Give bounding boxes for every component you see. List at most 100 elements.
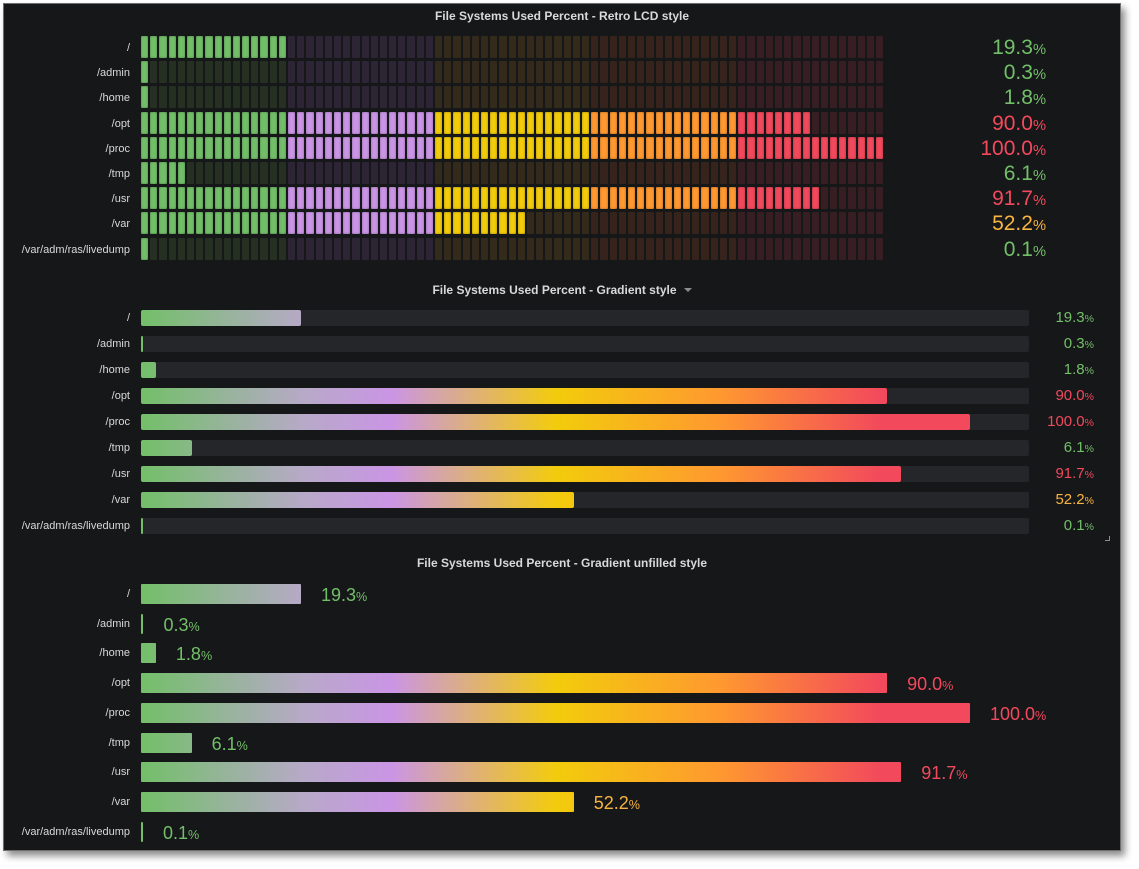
lcd-cell [563, 162, 571, 184]
lcd-cell [251, 111, 259, 134]
lcd-cell [490, 212, 498, 235]
lcd-cell [701, 187, 709, 210]
lcd-cell [306, 187, 314, 210]
lcd-cell [435, 237, 443, 260]
lcd-cell [637, 212, 645, 235]
lcd-cell [444, 86, 452, 109]
lcd-cell [673, 187, 682, 210]
lcd-cell [857, 187, 865, 210]
lcd-cell [820, 36, 829, 58]
panel-title-wrap[interactable]: File Systems Used Percent - Gradient sty… [4, 283, 1120, 297]
panel-title[interactable]: File Systems Used Percent - Retro LCD st… [434, 9, 690, 23]
lcd-cell [738, 136, 746, 159]
lcd-cell [545, 111, 553, 134]
lcd-cell [186, 61, 195, 84]
lcd-gauge [141, 86, 884, 109]
lcd-cell [159, 36, 167, 58]
lcd-cell [205, 187, 213, 210]
gradient-track [141, 388, 1029, 404]
lcd-cell [582, 237, 590, 260]
gradient-fill [141, 336, 144, 352]
lcd-cell [536, 111, 544, 134]
lcd-cell [370, 187, 378, 210]
lcd-cell [765, 237, 773, 260]
lcd-cell [839, 237, 847, 260]
lcd-cell [600, 86, 608, 109]
lcd-cell [343, 136, 351, 159]
lcd-cell [747, 36, 755, 58]
lcd-cell [618, 187, 626, 210]
lcd-cell [637, 86, 645, 109]
resize-handle-icon[interactable] [1105, 536, 1110, 541]
lcd-cell [729, 61, 737, 84]
lcd-cell [526, 61, 535, 84]
lcd-cell [471, 162, 479, 184]
lcd-cell [398, 187, 406, 210]
lcd-cell [196, 187, 204, 210]
filesystem-label: /tmp [108, 736, 130, 749]
lcd-cell [637, 36, 645, 58]
panel-title[interactable]: File Systems Used Percent - Gradient sty… [432, 283, 677, 297]
lcd-cell [306, 237, 314, 260]
lcd-cell [600, 36, 608, 58]
lcd-cell [784, 61, 792, 84]
lcd-cell [499, 136, 507, 159]
lcd-cell [701, 111, 709, 134]
lcd-cell [141, 212, 149, 235]
lcd-cell [876, 212, 884, 235]
lcd-cell [379, 212, 388, 235]
lcd-cell [563, 36, 571, 58]
lcd-cell [389, 212, 397, 235]
lcd-cell [297, 162, 305, 184]
filesystem-label: /tmp [108, 442, 130, 454]
lcd-cell [159, 86, 167, 109]
lcd-cell [333, 61, 342, 84]
lcd-cell [683, 162, 691, 184]
lcd-cell [435, 111, 443, 134]
lcd-cell [673, 212, 682, 235]
lcd-cell [876, 162, 884, 184]
lcd-cell [297, 61, 305, 84]
gradient-fill [141, 362, 156, 378]
lcd-cell [563, 61, 571, 84]
chevron-down-icon[interactable] [683, 288, 692, 292]
value-number: 91.7 [1055, 465, 1085, 482]
value-unit: % [356, 590, 368, 604]
lcd-cell [389, 36, 397, 58]
value-number: 0.1 [1063, 517, 1085, 534]
lcd-cell [774, 111, 783, 134]
lcd-cell [692, 162, 700, 184]
lcd-cell [435, 61, 443, 84]
lcd-cell [517, 162, 525, 184]
lcd-cell [297, 237, 305, 260]
lcd-cell [609, 111, 617, 134]
lcd-cell [655, 61, 663, 84]
lcd-cell [848, 86, 856, 109]
lcd-cell [196, 36, 204, 58]
lcd-cell [655, 162, 663, 184]
lcd-cell [278, 212, 286, 235]
value-unit: % [1084, 391, 1094, 403]
lcd-cell [444, 111, 452, 134]
value-text: 0.3% [163, 615, 199, 637]
lcd-cell [223, 136, 231, 159]
gradient-fill [141, 388, 888, 404]
lcd-cell [435, 162, 443, 184]
lcd-cell [637, 111, 645, 134]
lcd-cell [370, 86, 378, 109]
panel-title[interactable]: File Systems Used Percent - Gradient unf… [416, 556, 708, 570]
lcd-cell [655, 36, 663, 58]
lcd-cell [710, 36, 718, 58]
lcd-cell [462, 61, 470, 84]
lcd-cell [269, 162, 277, 184]
lcd-cell [141, 237, 149, 260]
lcd-cell [499, 212, 507, 235]
lcd-cell [186, 111, 195, 134]
lcd-cell [407, 187, 415, 210]
gradient-fill [141, 414, 970, 430]
lcd-cell [269, 136, 277, 159]
value-number: 0.3 [163, 614, 189, 635]
lcd-cell [278, 136, 286, 159]
lcd-cell [242, 86, 250, 109]
filesystem-label: /var [111, 795, 130, 808]
